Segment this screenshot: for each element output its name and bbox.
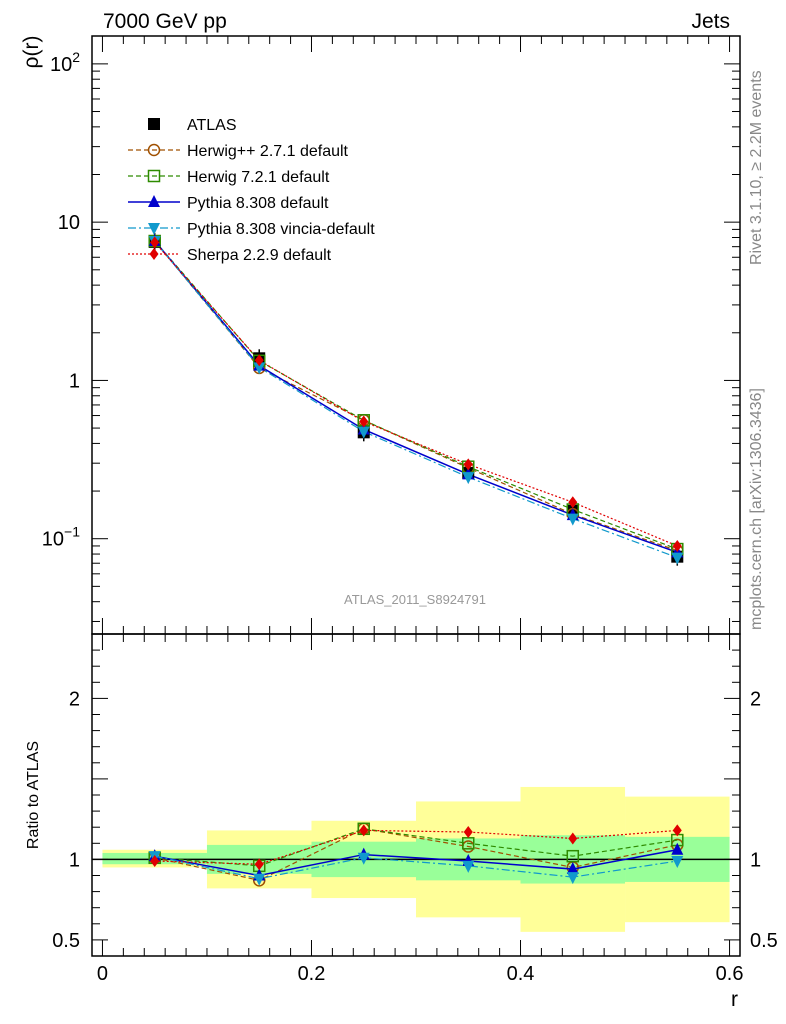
x-tick-label-3: 0.6	[716, 963, 744, 985]
top-series-line-vincia	[154, 240, 678, 559]
x-tick-label-2: 0.4	[507, 963, 535, 985]
ratio-point-vincia-3	[462, 860, 475, 873]
top-series-line-herwigpp	[154, 240, 678, 552]
ratio-point-sherpa-5	[672, 824, 682, 837]
ratio-point-sherpa-0	[150, 855, 160, 868]
ratio-y-tick-label-left-0: 2	[69, 688, 80, 710]
legend-label-herwigpp: Herwig++ 2.7.1 default	[187, 143, 349, 160]
top-y-tick-label-1: 10	[58, 212, 80, 234]
ratio-point-vincia-2	[357, 852, 370, 865]
ratio-series-line-herwig7	[154, 828, 678, 867]
side-label-mcplots: mcplots.cern.ch [arXiv:1306.3436]	[748, 388, 765, 630]
legend-label-sherpa: Sherpa 2.2.9 default	[187, 247, 332, 264]
header-left: 7000 GeV pp	[103, 10, 227, 33]
top-y-tick-label-0: 102	[50, 49, 80, 76]
legend-label-vincia: Pythia 8.308 vincia-default	[187, 221, 375, 238]
x-axis-label: r	[731, 988, 738, 1011]
ratio-y-tick-label-right-1: 1	[750, 849, 761, 871]
top-point-sherpa-0	[150, 236, 160, 249]
legend-label-herwig7: Herwig 7.2.1 default	[187, 169, 330, 186]
ratio-y-tick-label-left-2: 0.5	[52, 930, 80, 952]
legend-marker-atlas	[148, 118, 160, 130]
legend-label-pythia: Pythia 8.308 default	[187, 195, 329, 212]
legend-marker-pythia	[148, 195, 160, 207]
top-point-vincia-5	[671, 552, 684, 565]
legend: ATLAS Herwig++ 2.7.1 default Herwig 7.2.1 …	[128, 117, 375, 264]
top-point-sherpa-2	[359, 415, 369, 428]
ratio-point-herwig7-4	[566, 849, 580, 863]
ratio-series-line-pythia	[154, 849, 678, 877]
top-y-tick-label-3: 10−1	[42, 524, 80, 551]
top-point-vincia-1	[253, 362, 266, 375]
ratio-point-vincia-4	[566, 872, 579, 885]
ratio-series-line-sherpa	[154, 829, 678, 865]
top-series-line-pythia	[154, 240, 678, 554]
ratio-point-sherpa-2	[359, 824, 369, 837]
ratio-y-tick-label-right-0: 2	[750, 688, 761, 710]
ratio-point-vincia-1	[253, 873, 266, 886]
legend-marker-herwig7	[147, 169, 161, 183]
top-point-sherpa-1	[254, 354, 264, 367]
ratio-point-sherpa-4	[568, 832, 578, 845]
ratio-point-sherpa-3	[463, 826, 473, 839]
legend-marker-vincia	[148, 223, 160, 235]
ratio-point-sherpa-1	[254, 858, 264, 871]
legend-marker-herwigpp	[147, 143, 161, 157]
x-tick-label-0: 0	[97, 963, 108, 985]
x-tick-label-1: 0.2	[298, 963, 326, 985]
top-point-sherpa-4	[568, 496, 578, 509]
top-point-sherpa-3	[463, 458, 473, 471]
side-label-rivet: Rivet 3.1.10, ≥ 2.2M events	[748, 70, 765, 265]
ratio-series-line-herwigpp	[154, 828, 678, 881]
ratio-y-tick-label-right-2: 0.5	[750, 930, 778, 952]
top-series-line-sherpa	[154, 241, 678, 547]
legend-marker-sherpa	[149, 248, 159, 260]
ratio-y-tick-label-left-1: 1	[69, 849, 80, 871]
top-point-vincia-2	[357, 426, 370, 439]
top-point-vincia-3	[462, 472, 475, 485]
header-right: Jets	[691, 10, 730, 33]
legend-label-atlas: ATLAS	[187, 117, 237, 134]
ratio-point-pythia-5	[671, 842, 684, 855]
ratio-point-pythia-4	[566, 862, 579, 875]
top-point-sherpa-5	[672, 539, 682, 552]
top-ylabel: ρ(r)	[20, 36, 43, 69]
top-series-line-herwig7	[154, 240, 678, 550]
top-y-tick-label-2: 1	[69, 370, 80, 392]
ratio-ylabel: Ratio to ATLAS	[25, 741, 42, 849]
analysis-watermark: ATLAS_2011_S8924791	[344, 592, 486, 607]
top-point-vincia-4	[566, 513, 579, 526]
ratio-point-vincia-5	[671, 856, 684, 869]
